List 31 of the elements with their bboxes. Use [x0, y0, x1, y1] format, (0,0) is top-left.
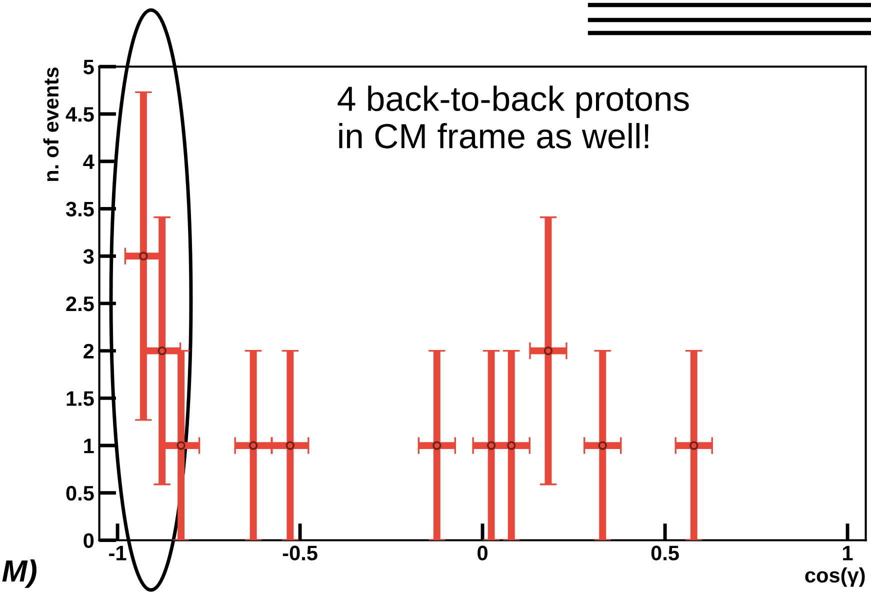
y-tick-label: 3.5: [66, 202, 94, 217]
point: [286, 441, 294, 450]
x-tick-label: 0: [478, 546, 488, 560]
x-tick-label: 1: [843, 546, 853, 560]
point: [176, 441, 186, 450]
y-tick-label: 1: [84, 438, 94, 454]
point: [690, 441, 698, 450]
point: [486, 441, 496, 450]
point: [139, 252, 148, 260]
point: [249, 441, 258, 450]
x-axis-title: cos(γ): [805, 567, 865, 587]
annotation: 4 back-to-back protons in CM frame as well!: [338, 86, 689, 148]
y-tick-label: 4: [83, 154, 94, 169]
point: [432, 441, 442, 450]
text: M): [2, 559, 36, 588]
y-tick-label: 1.5: [66, 391, 94, 406]
y-tick-label: 3: [83, 249, 94, 264]
y-tick-label: 5: [83, 60, 94, 74]
x-tick-label: -1: [109, 546, 126, 560]
y-axis-title: n. of events: [43, 67, 59, 182]
y-tick-label: 0: [84, 533, 94, 548]
point: [507, 441, 516, 450]
point: [544, 346, 553, 356]
point: [598, 441, 607, 450]
x-tick-label: 0.5: [651, 546, 679, 560]
y-tick-label: 0.5: [66, 486, 94, 501]
y-tick-label: 2: [84, 344, 94, 358]
x-tick-label: -0.5: [282, 546, 318, 560]
y-tick-label: 4.5: [66, 107, 94, 122]
point: [158, 346, 166, 356]
y-tick-label: 2.5: [66, 296, 94, 312]
